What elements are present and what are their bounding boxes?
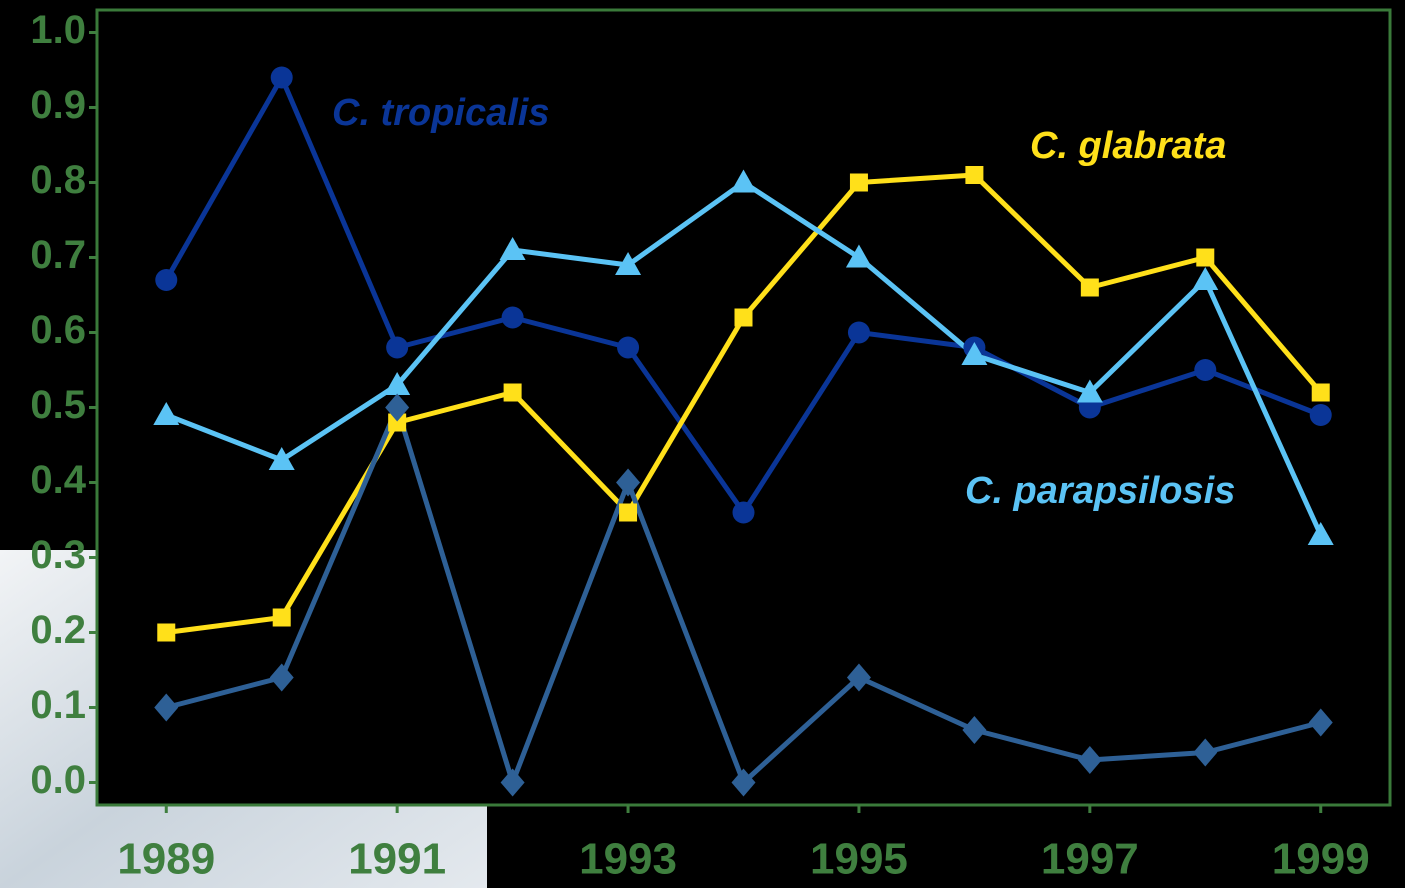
y-tick-label: 1.0 bbox=[30, 8, 86, 52]
point bbox=[1310, 404, 1332, 426]
y-tick-label: 0.5 bbox=[30, 383, 86, 427]
x-tick-label: 1991 bbox=[348, 835, 446, 884]
point bbox=[386, 337, 408, 359]
y-tick-label: 0.8 bbox=[30, 158, 86, 202]
x-tick-label: 1993 bbox=[579, 835, 677, 884]
point bbox=[965, 166, 983, 184]
page: {"chart_data": {"type": "line", "x": [19… bbox=[0, 0, 1405, 888]
point bbox=[155, 269, 177, 291]
y-tick-label: 0.4 bbox=[30, 458, 86, 502]
point bbox=[273, 609, 291, 627]
y-tick-label: 0.9 bbox=[30, 83, 86, 127]
x-tick-label: 1999 bbox=[1272, 835, 1370, 884]
y-tick-label: 0.7 bbox=[30, 233, 86, 277]
point bbox=[619, 504, 637, 522]
point bbox=[1194, 359, 1216, 381]
chart: 0.0 0.1 0.2 0.3 0.4 0.5 0.6 0.7 0.8 0.9 1.0 1989 199… bbox=[0, 0, 1405, 888]
point bbox=[850, 174, 868, 192]
point bbox=[271, 67, 293, 89]
point bbox=[848, 322, 870, 344]
point bbox=[1196, 249, 1214, 267]
series-label: C. tropicalis bbox=[332, 92, 550, 134]
point bbox=[504, 384, 522, 402]
point bbox=[735, 309, 753, 327]
y-tick-label: 0.6 bbox=[30, 308, 86, 352]
series-label: C. glabrata bbox=[1030, 125, 1226, 167]
x-tick-label: 1995 bbox=[810, 835, 908, 884]
y-tick-label: 0.0 bbox=[30, 758, 86, 802]
x-tick-label: 1989 bbox=[117, 835, 215, 884]
point bbox=[733, 502, 755, 524]
series-label: C. parapsilosis bbox=[965, 470, 1235, 512]
y-tick-label: 0.3 bbox=[30, 533, 86, 577]
point bbox=[1081, 279, 1099, 297]
point bbox=[617, 337, 639, 359]
y-tick-label: 0.2 bbox=[30, 608, 86, 652]
y-tick-label: 0.1 bbox=[30, 683, 86, 727]
point bbox=[502, 307, 524, 329]
point bbox=[157, 624, 175, 642]
point bbox=[1312, 384, 1330, 402]
x-tick-label: 1997 bbox=[1041, 835, 1139, 884]
